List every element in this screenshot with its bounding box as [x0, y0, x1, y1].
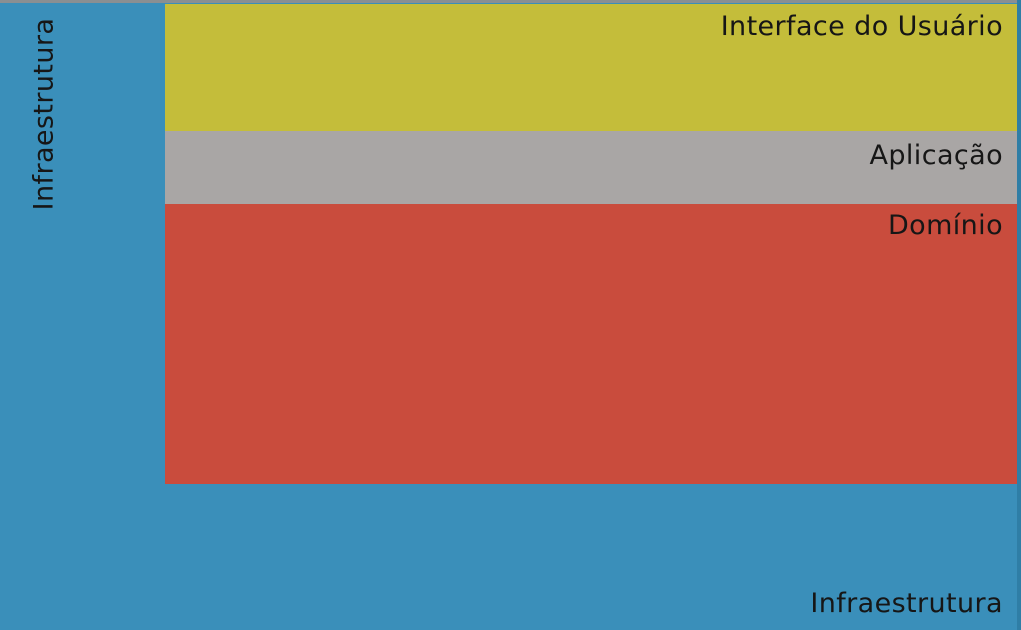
- application-layer-label: Aplicação: [869, 140, 1003, 171]
- application-layer: Aplicação: [165, 131, 1017, 204]
- user-interface-layer-label: Interface do Usuário: [720, 11, 1003, 42]
- infrastructure-vertical-label: Infraestrutura: [28, 17, 60, 211]
- infrastructure-bottom-label: Infraestrutura: [810, 588, 1003, 619]
- domain-layer: Domínio: [165, 204, 1017, 484]
- user-interface-layer: Interface do Usuário: [165, 4, 1017, 131]
- frame-right-edge: [1017, 0, 1021, 630]
- domain-layer-label: Domínio: [887, 210, 1003, 241]
